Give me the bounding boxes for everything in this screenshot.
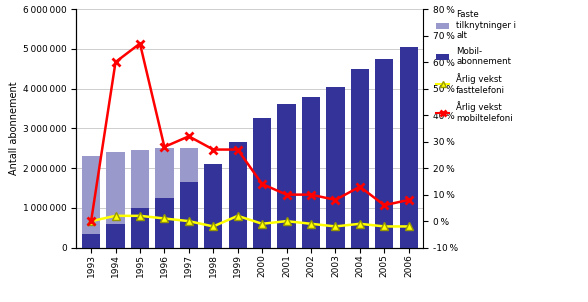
- Bar: [131, 150, 149, 248]
- Bar: [131, 208, 149, 248]
- Bar: [375, 164, 393, 248]
- Bar: [399, 166, 418, 248]
- Bar: [82, 156, 101, 248]
- Bar: [204, 166, 222, 248]
- Y-axis label: Antall abonnement: Antall abonnement: [9, 82, 19, 175]
- Bar: [253, 118, 271, 248]
- Bar: [106, 224, 125, 248]
- Bar: [278, 156, 296, 248]
- Bar: [155, 148, 173, 248]
- Bar: [253, 156, 271, 248]
- Bar: [106, 152, 125, 248]
- Bar: [326, 87, 345, 248]
- Bar: [229, 142, 247, 248]
- Bar: [278, 104, 296, 248]
- Bar: [180, 148, 198, 248]
- Bar: [326, 160, 345, 248]
- Bar: [350, 69, 369, 248]
- Bar: [155, 198, 173, 248]
- Bar: [229, 146, 247, 248]
- Bar: [375, 59, 393, 248]
- Bar: [350, 162, 369, 248]
- Bar: [302, 97, 320, 248]
- Bar: [399, 47, 418, 248]
- Bar: [302, 158, 320, 248]
- Bar: [82, 234, 101, 248]
- Bar: [180, 182, 198, 248]
- Legend: Faste
tilknytninger i
alt, Mobil-
abonnement, Årlig vekst
fasttelefoni, Årlig ve: Faste tilknytninger i alt, Mobil- abonne…: [435, 8, 518, 124]
- Bar: [204, 164, 222, 248]
